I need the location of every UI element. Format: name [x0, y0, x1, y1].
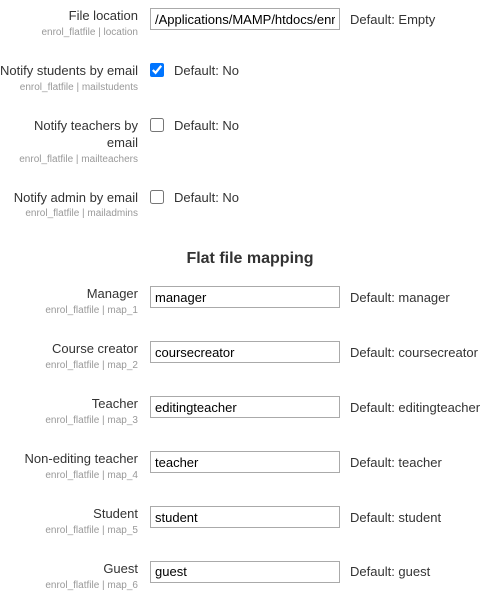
notify-admin-default: Default: No: [174, 190, 239, 205]
student-default: Default: student: [350, 510, 441, 525]
teacher-key: enrol_flatfile | map_3: [0, 414, 138, 427]
file-location-label: File location: [0, 8, 138, 25]
guest-input[interactable]: [150, 561, 340, 583]
manager-default: Default: manager: [350, 290, 450, 305]
student-input[interactable]: [150, 506, 340, 528]
noneditingteacher-default: Default: teacher: [350, 455, 442, 470]
notify-students-checkbox[interactable]: [150, 63, 164, 77]
manager-control: Default: manager: [150, 286, 500, 308]
file-location-control: Default: Empty: [150, 8, 500, 30]
notify-students-label: Notify students by email: [0, 63, 138, 80]
student-row: Student enrol_flatfile | map_5 Default: …: [0, 498, 500, 553]
file-location-default: Default: Empty: [350, 12, 435, 27]
noneditingteacher-row: Non-editing teacher enrol_flatfile | map…: [0, 443, 500, 498]
notify-admin-label: Notify admin by email: [0, 190, 138, 207]
guest-key: enrol_flatfile | map_6: [0, 579, 138, 592]
notify-students-label-col: Notify students by email enrol_flatfile …: [0, 63, 150, 94]
notify-admin-key: enrol_flatfile | mailadmins: [0, 207, 138, 220]
notify-teachers-key: enrol_flatfile | mailteachers: [0, 153, 138, 166]
notify-teachers-label-col: Notify teachers by email enrol_flatfile …: [0, 118, 150, 166]
student-label: Student: [0, 506, 138, 523]
coursecreator-control: Default: coursecreator: [150, 341, 500, 363]
teacher-input[interactable]: [150, 396, 340, 418]
coursecreator-key: enrol_flatfile | map_2: [0, 359, 138, 372]
manager-input[interactable]: [150, 286, 340, 308]
coursecreator-row: Course creator enrol_flatfile | map_2 De…: [0, 333, 500, 388]
teacher-row: Teacher enrol_flatfile | map_3 Default: …: [0, 388, 500, 443]
notify-teachers-checkbox[interactable]: [150, 118, 164, 132]
manager-label: Manager: [0, 286, 138, 303]
noneditingteacher-label-col: Non-editing teacher enrol_flatfile | map…: [0, 451, 150, 482]
notify-teachers-label: Notify teachers by email: [0, 118, 138, 152]
coursecreator-default: Default: coursecreator: [350, 345, 478, 360]
student-key: enrol_flatfile | map_5: [0, 524, 138, 537]
notify-admin-control: Default: No: [150, 190, 500, 205]
notify-students-default: Default: No: [174, 63, 239, 78]
manager-key: enrol_flatfile | map_1: [0, 304, 138, 317]
file-location-row: File location enrol_flatfile | location …: [0, 0, 500, 55]
guest-row: Guest enrol_flatfile | map_6 Default: gu…: [0, 553, 500, 592]
notify-students-control: Default: No: [150, 63, 500, 78]
teacher-control: Default: editingteacher: [150, 396, 500, 418]
file-location-label-col: File location enrol_flatfile | location: [0, 8, 150, 39]
coursecreator-input[interactable]: [150, 341, 340, 363]
guest-default: Default: guest: [350, 564, 430, 579]
notify-teachers-row: Notify teachers by email enrol_flatfile …: [0, 110, 500, 182]
mapping-heading: Flat file mapping: [0, 236, 500, 278]
coursecreator-label: Course creator: [0, 341, 138, 358]
file-location-key: enrol_flatfile | location: [0, 26, 138, 39]
notify-admin-label-col: Notify admin by email enrol_flatfile | m…: [0, 190, 150, 221]
noneditingteacher-control: Default: teacher: [150, 451, 500, 473]
notify-admin-row: Notify admin by email enrol_flatfile | m…: [0, 182, 500, 237]
manager-row: Manager enrol_flatfile | map_1 Default: …: [0, 278, 500, 333]
notify-teachers-default: Default: No: [174, 118, 239, 133]
teacher-label: Teacher: [0, 396, 138, 413]
student-label-col: Student enrol_flatfile | map_5: [0, 506, 150, 537]
notify-admin-checkbox[interactable]: [150, 190, 164, 204]
file-location-input[interactable]: [150, 8, 340, 30]
notify-students-row: Notify students by email enrol_flatfile …: [0, 55, 500, 110]
coursecreator-label-col: Course creator enrol_flatfile | map_2: [0, 341, 150, 372]
teacher-label-col: Teacher enrol_flatfile | map_3: [0, 396, 150, 427]
noneditingteacher-label: Non-editing teacher: [0, 451, 138, 468]
student-control: Default: student: [150, 506, 500, 528]
notify-students-key: enrol_flatfile | mailstudents: [0, 81, 138, 94]
noneditingteacher-key: enrol_flatfile | map_4: [0, 469, 138, 482]
noneditingteacher-input[interactable]: [150, 451, 340, 473]
guest-control: Default: guest: [150, 561, 500, 583]
notify-teachers-control: Default: No: [150, 118, 500, 133]
guest-label: Guest: [0, 561, 138, 578]
manager-label-col: Manager enrol_flatfile | map_1: [0, 286, 150, 317]
teacher-default: Default: editingteacher: [350, 400, 480, 415]
